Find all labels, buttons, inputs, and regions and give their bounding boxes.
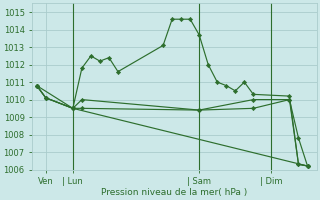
X-axis label: Pression niveau de la mer( hPa ): Pression niveau de la mer( hPa ) (101, 188, 247, 197)
